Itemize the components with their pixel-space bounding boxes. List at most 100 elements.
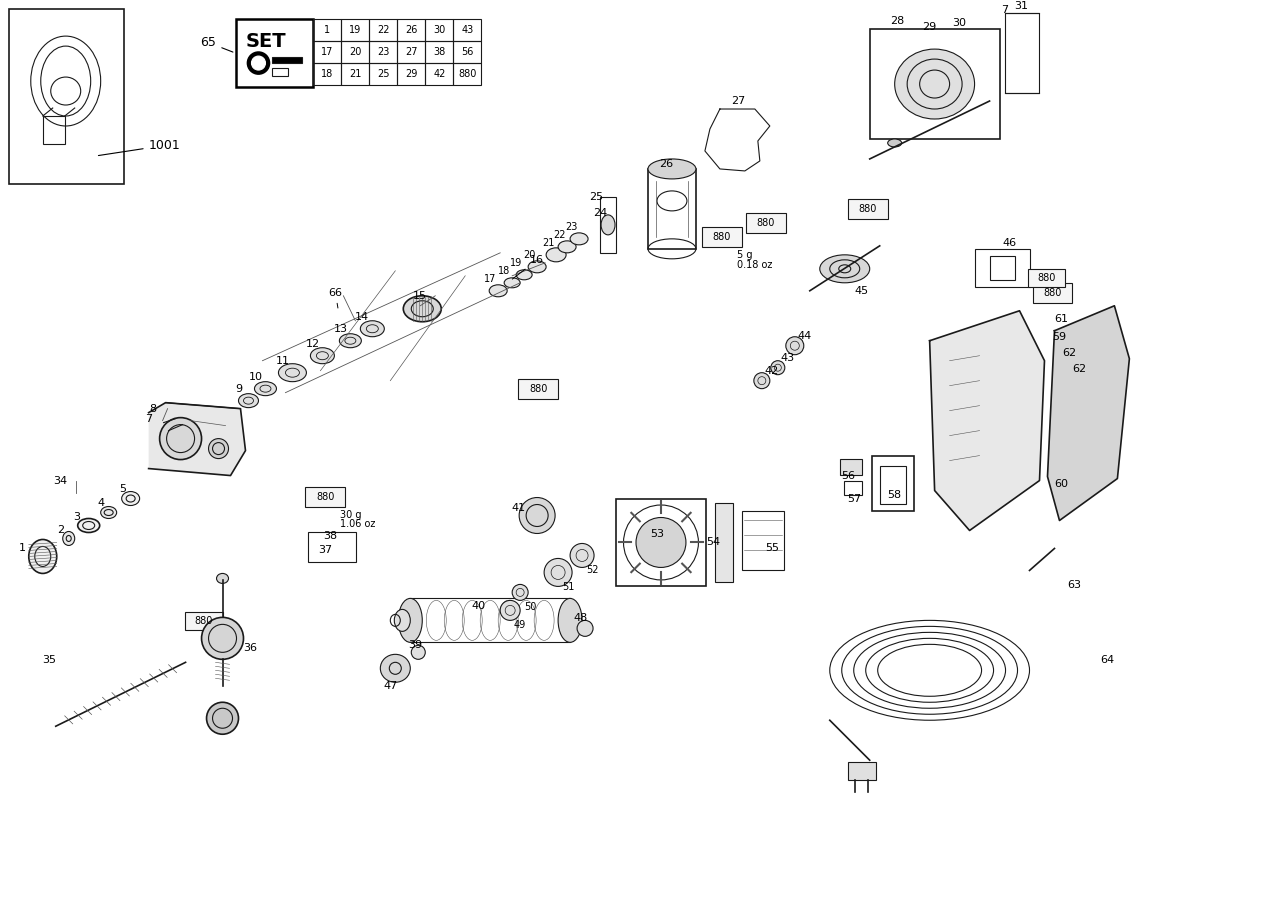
Text: 880: 880 (756, 218, 774, 228)
Text: 23: 23 (378, 47, 389, 57)
Text: 40: 40 (471, 602, 485, 611)
Bar (453, 19, 481, 41)
Text: 9: 9 (236, 384, 242, 394)
Bar (869, 29, 1000, 139)
Bar (184, 613, 223, 630)
Text: 8: 8 (148, 404, 156, 414)
Bar (9, 9, 124, 184)
Ellipse shape (101, 507, 116, 518)
Bar (342, 19, 370, 41)
Ellipse shape (251, 56, 265, 70)
Text: 11: 11 (275, 355, 289, 365)
Text: 29: 29 (923, 22, 937, 32)
Text: 1.06 oz: 1.06 oz (340, 519, 376, 529)
Bar (314, 63, 342, 85)
Ellipse shape (216, 573, 229, 583)
Bar (342, 63, 370, 85)
Text: 61: 61 (1055, 314, 1069, 323)
Bar (1033, 283, 1073, 303)
Text: SET: SET (246, 31, 287, 50)
Text: 7: 7 (145, 414, 152, 423)
Ellipse shape (570, 543, 594, 567)
Ellipse shape (819, 255, 869, 283)
Ellipse shape (403, 296, 442, 322)
Bar (370, 19, 397, 41)
Bar (742, 510, 783, 571)
Text: 17: 17 (484, 274, 497, 284)
Text: 46: 46 (1002, 238, 1016, 248)
Text: 62: 62 (1073, 364, 1087, 374)
Text: 50: 50 (524, 603, 536, 613)
Text: 19: 19 (509, 257, 522, 267)
Bar (1028, 268, 1065, 287)
Text: 38: 38 (324, 531, 338, 541)
Ellipse shape (558, 598, 582, 642)
Text: 2: 2 (58, 526, 64, 536)
Text: 37: 37 (319, 545, 333, 555)
Text: 42: 42 (764, 365, 780, 376)
Bar (600, 197, 616, 253)
Text: 54: 54 (705, 538, 719, 548)
Ellipse shape (500, 600, 520, 620)
Ellipse shape (602, 215, 614, 234)
Text: 31: 31 (1015, 1, 1029, 11)
Ellipse shape (361, 321, 384, 337)
Text: 20: 20 (349, 47, 361, 57)
Bar (746, 213, 786, 233)
Text: 63: 63 (1068, 581, 1082, 591)
Ellipse shape (279, 364, 306, 382)
Bar (847, 199, 888, 219)
Ellipse shape (28, 540, 56, 573)
Text: 0.18 oz: 0.18 oz (737, 260, 772, 270)
Text: 36: 36 (243, 643, 257, 653)
Ellipse shape (570, 233, 588, 245)
Text: 56: 56 (461, 47, 474, 57)
Text: 51: 51 (562, 583, 575, 593)
Polygon shape (1047, 306, 1129, 520)
Text: 52: 52 (586, 565, 598, 575)
Text: 18: 18 (321, 69, 334, 79)
Text: 16: 16 (512, 255, 544, 279)
Text: 13: 13 (333, 323, 347, 333)
Text: 26: 26 (659, 159, 673, 169)
Text: 30: 30 (952, 18, 966, 28)
Text: 49: 49 (515, 620, 526, 630)
Ellipse shape (636, 518, 686, 567)
Text: 65: 65 (201, 36, 233, 52)
Text: 64: 64 (1101, 655, 1115, 665)
Ellipse shape (489, 285, 507, 297)
Text: 27: 27 (404, 47, 417, 57)
Ellipse shape (516, 270, 532, 279)
Text: 25: 25 (378, 69, 389, 79)
Text: 41: 41 (511, 503, 525, 513)
Ellipse shape (577, 620, 593, 637)
Text: 56: 56 (841, 471, 855, 481)
Bar (370, 63, 397, 85)
Bar (872, 455, 914, 510)
Bar (370, 41, 397, 63)
Ellipse shape (255, 382, 276, 396)
Text: 880: 880 (1043, 288, 1061, 298)
Text: 53: 53 (650, 529, 664, 540)
Bar (701, 227, 742, 246)
Bar (273, 57, 302, 63)
Text: 47: 47 (383, 682, 397, 692)
Bar (342, 41, 370, 63)
Ellipse shape (504, 278, 520, 288)
Text: 26: 26 (404, 25, 417, 35)
Text: 34: 34 (54, 475, 68, 485)
Text: 1: 1 (19, 543, 27, 553)
Text: 57: 57 (847, 494, 861, 504)
Text: 66: 66 (329, 288, 342, 308)
Text: 43: 43 (781, 353, 795, 363)
Bar (840, 459, 861, 474)
Text: 19: 19 (349, 25, 361, 35)
Ellipse shape (786, 337, 804, 354)
Text: 62: 62 (1062, 348, 1076, 358)
Text: 14: 14 (356, 311, 370, 322)
Text: 5: 5 (119, 484, 127, 494)
Text: 24: 24 (593, 208, 607, 218)
Bar (648, 169, 696, 249)
Bar (844, 481, 861, 495)
Ellipse shape (895, 49, 974, 119)
